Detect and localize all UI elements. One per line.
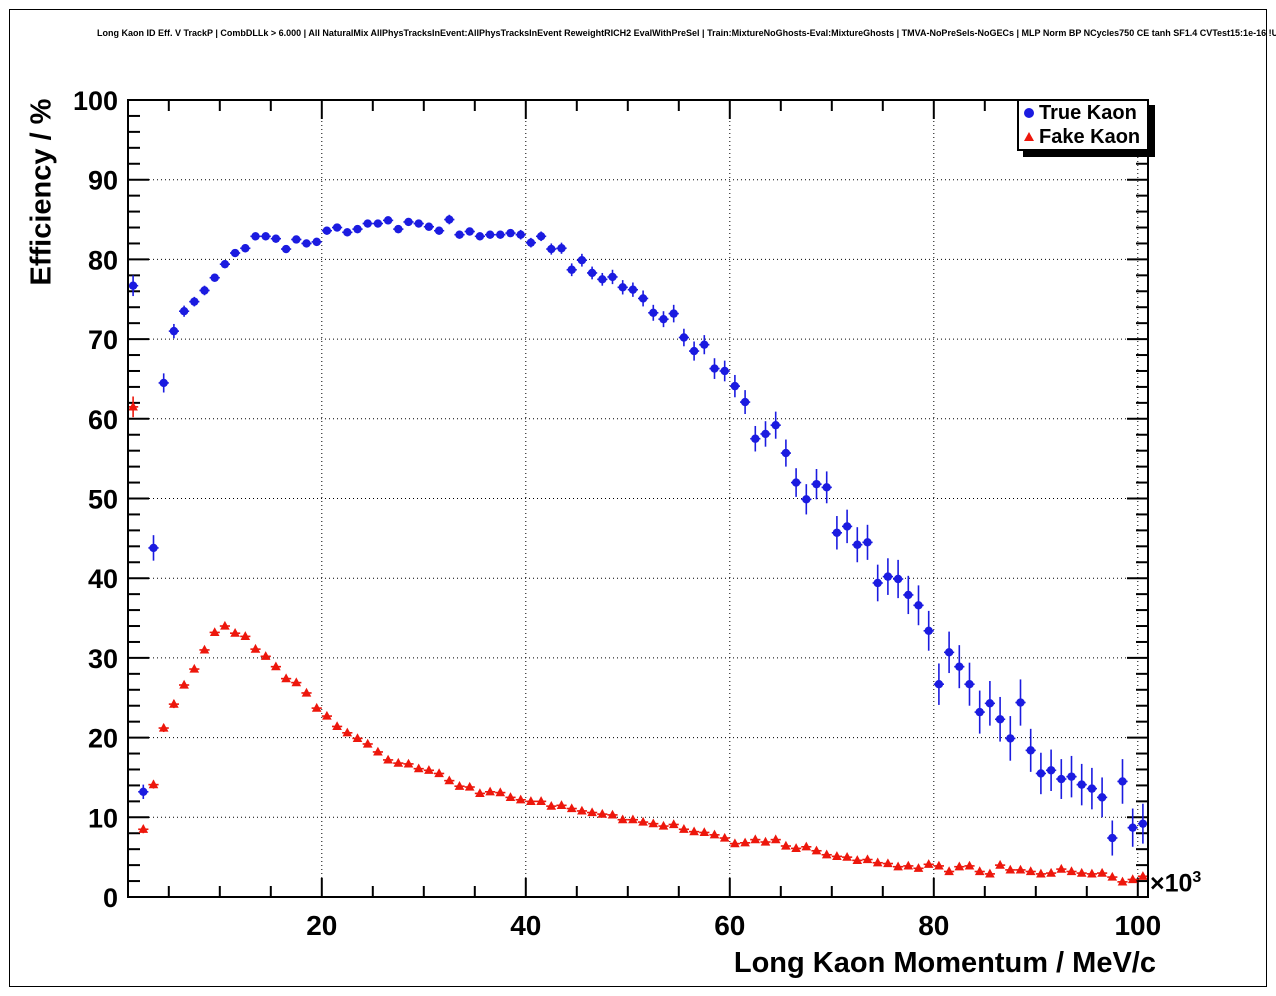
svg-text:20: 20 [88, 724, 118, 754]
fake-kaon-marker-icon [1024, 132, 1034, 142]
svg-text:100: 100 [1114, 910, 1161, 941]
svg-text:90: 90 [88, 166, 118, 196]
svg-text:30: 30 [88, 644, 118, 674]
plot-title: Long Kaon ID Eff. V TrackP | CombDLLk > … [97, 28, 1276, 38]
svg-text:40: 40 [510, 910, 541, 941]
svg-text:40: 40 [88, 564, 118, 594]
legend-label-true-kaon: True Kaon [1039, 102, 1137, 125]
svg-text:80: 80 [88, 245, 118, 275]
y-axis-title: Efficiency / % [25, 98, 58, 286]
svg-text:60: 60 [88, 405, 118, 435]
x-axis-exponent: ×103 [1150, 869, 1201, 898]
svg-text:100: 100 [73, 86, 118, 116]
svg-text:10: 10 [88, 803, 118, 833]
legend-item-fake-kaon: Fake Kaon [1019, 126, 1147, 148]
legend: True Kaon Fake Kaon [1017, 99, 1149, 151]
x-axis-exponent-power: 3 [1192, 869, 1202, 886]
svg-text:50: 50 [88, 485, 118, 515]
svg-text:0: 0 [103, 883, 118, 913]
legend-item-true-kaon: True Kaon [1019, 102, 1147, 124]
true-kaon-marker-icon [1024, 108, 1034, 119]
x-axis-title: Long Kaon Momentum / MeV/c [733, 947, 1156, 979]
svg-text:20: 20 [306, 910, 337, 941]
svg-text:80: 80 [918, 910, 949, 941]
x-axis-exponent-base: ×10 [1150, 869, 1193, 898]
legend-label-fake-kaon: Fake Kaon [1039, 125, 1141, 148]
svg-text:70: 70 [88, 325, 118, 355]
svg-text:60: 60 [714, 910, 745, 941]
